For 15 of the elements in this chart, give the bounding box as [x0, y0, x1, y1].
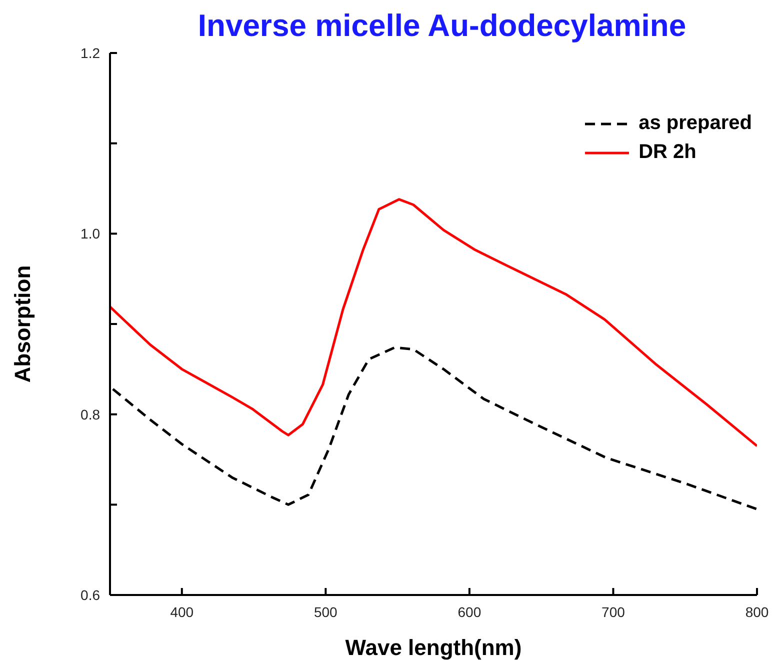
y-tick-label: 1.2: [80, 45, 100, 61]
legend-label: as prepared: [638, 112, 752, 135]
x-tick-label: 500: [314, 604, 338, 620]
chart-title: Inverse micelle Au-dodecylamine: [196, 8, 688, 44]
x-tick-label: 700: [602, 604, 626, 620]
x-tick-label: 600: [458, 604, 482, 620]
x-tick-label: 800: [745, 604, 769, 620]
y-axis-title: Absorption: [10, 265, 35, 383]
y-tick-label: 0.8: [80, 406, 100, 422]
legend-label: DR 2h: [638, 141, 696, 164]
line-series: [110, 198, 757, 448]
x-tick-label: 400: [170, 604, 194, 620]
y-tick-label: 0.6: [80, 587, 100, 603]
y-tick-label: 1.0: [80, 226, 100, 242]
x-axis-title: Wave length(nm): [345, 635, 522, 660]
